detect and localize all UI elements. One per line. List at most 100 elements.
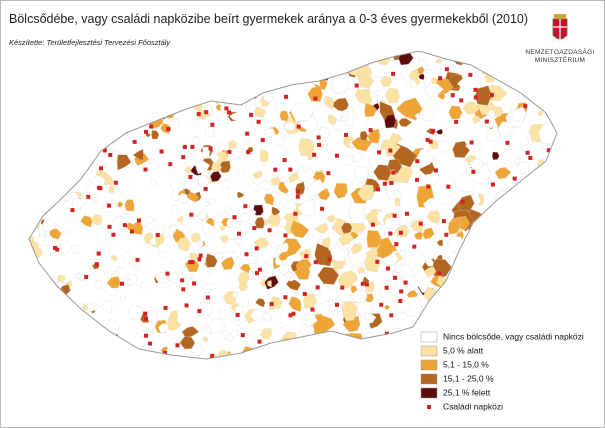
municipality: [370, 342, 377, 349]
municipality: [280, 52, 290, 62]
family-daycare-marker: [525, 150, 530, 155]
municipality: [323, 66, 333, 78]
family-daycare-marker: [523, 104, 528, 109]
family-daycare-marker: [182, 144, 187, 149]
municipality: [272, 133, 286, 147]
legend-label: Nincs bölcsőde, vagy családi napközi: [443, 331, 584, 341]
municipality: [223, 53, 235, 64]
municipality: [145, 132, 152, 137]
municipality: [29, 347, 37, 359]
municipality: [71, 96, 85, 110]
municipality: [294, 264, 310, 280]
municipality: [380, 76, 392, 87]
municipality: [529, 202, 543, 215]
municipality: [494, 56, 505, 70]
municipality: [279, 322, 286, 328]
family-daycare-marker: [63, 340, 68, 345]
legend-swatch: [427, 405, 431, 409]
family-daycare-marker: [196, 112, 201, 117]
municipality: [499, 293, 509, 303]
municipality: [536, 88, 552, 107]
municipality: [452, 140, 471, 158]
municipality: [279, 110, 289, 122]
family-daycare-marker: [291, 311, 296, 316]
family-daycare-marker: [147, 341, 152, 346]
municipality: [229, 51, 240, 58]
municipality: [257, 51, 267, 59]
municipality: [78, 136, 92, 149]
municipality: [71, 82, 81, 92]
municipality: [176, 237, 191, 252]
family-daycare-marker: [190, 260, 195, 265]
municipality: [125, 171, 131, 177]
municipality: [58, 143, 69, 153]
municipality: [145, 215, 155, 224]
municipality: [426, 210, 442, 224]
family-daycare-marker: [496, 67, 501, 72]
municipality: [170, 57, 178, 65]
municipality: [205, 217, 215, 227]
municipality: [29, 112, 41, 124]
municipality: [535, 216, 546, 228]
municipality: [481, 250, 494, 261]
municipality: [551, 302, 557, 320]
municipality: [250, 209, 257, 215]
family-daycare-marker: [83, 161, 88, 166]
municipality: [242, 70, 253, 82]
family-daycare-marker: [143, 333, 148, 338]
family-daycare-marker: [257, 339, 262, 344]
municipality: [150, 179, 157, 187]
municipality: [29, 332, 41, 345]
family-daycare-marker: [236, 231, 241, 236]
municipality: [514, 158, 521, 165]
municipality: [51, 293, 60, 299]
municipality: [447, 218, 460, 235]
family-daycare-marker: [460, 199, 465, 204]
municipality: [288, 337, 307, 359]
municipality: [105, 337, 125, 351]
municipality: [280, 61, 291, 69]
municipality: [503, 308, 516, 322]
family-daycare-marker: [398, 299, 403, 304]
family-daycare-marker: [188, 175, 193, 180]
municipality: [75, 273, 82, 279]
municipality: [335, 353, 353, 359]
family-daycare-marker: [433, 168, 438, 173]
family-daycare-marker: [190, 144, 195, 149]
family-daycare-marker: [471, 169, 476, 174]
municipality: [529, 77, 549, 93]
municipality: [337, 270, 358, 290]
municipality: [39, 355, 53, 359]
municipality: [254, 298, 266, 308]
family-daycare-marker: [521, 314, 526, 319]
municipality: [480, 298, 497, 312]
family-daycare-marker: [508, 238, 513, 243]
family-daycare-marker: [70, 208, 75, 213]
municipality: [486, 231, 494, 241]
municipality: [437, 140, 451, 153]
municipality: [171, 203, 179, 213]
family-daycare-marker: [204, 110, 209, 115]
municipality: [236, 191, 245, 199]
family-daycare-marker: [398, 230, 403, 235]
municipality: [61, 161, 73, 173]
municipality: [510, 56, 525, 70]
family-daycare-marker: [107, 224, 112, 229]
family-daycare-marker: [441, 219, 446, 224]
municipality: [537, 196, 549, 207]
municipality: [418, 140, 428, 146]
municipality: [55, 128, 67, 138]
family-daycare-marker: [96, 185, 101, 190]
municipality: [384, 113, 397, 129]
municipality: [476, 234, 484, 242]
municipality: [92, 196, 98, 203]
municipality: [256, 59, 270, 74]
family-daycare-marker: [310, 307, 315, 312]
municipality: [327, 214, 337, 223]
family-daycare-marker: [513, 237, 518, 242]
family-daycare-marker: [210, 60, 215, 65]
family-daycare-marker: [169, 57, 174, 62]
family-daycare-marker: [496, 284, 501, 289]
municipality: [184, 179, 200, 191]
municipality: [501, 311, 522, 331]
